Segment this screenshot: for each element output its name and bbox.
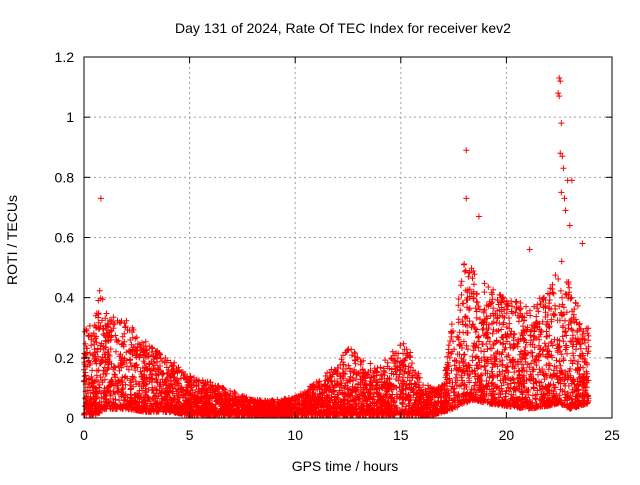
roti-outlier-point xyxy=(561,195,568,202)
x-tick-label: 25 xyxy=(604,427,620,443)
y-axis-title: ROTI / TECUs xyxy=(4,195,20,285)
x-tick-label: 5 xyxy=(186,427,194,443)
ticks: 0 5 10 15 20 25 0 0.2 0.4 0.6 0.8 1 1.2 xyxy=(55,49,620,443)
roti-outlier-point xyxy=(463,147,470,154)
roti-outlier-point xyxy=(475,213,482,220)
roti-outlier-point xyxy=(463,195,470,202)
y-tick-label: 0.4 xyxy=(55,290,75,306)
roti-point-cloud xyxy=(81,258,592,418)
roti-outlier-point xyxy=(556,93,563,100)
y-tick-label: 0.8 xyxy=(55,169,75,185)
roti-outlier-point xyxy=(562,207,569,214)
x-axis-title: GPS time / hours xyxy=(292,458,399,474)
x-tick-label: 20 xyxy=(499,427,515,443)
x-tick-label: 0 xyxy=(80,427,88,443)
roti-outlier-point xyxy=(97,195,104,202)
y-tick-label: 1.2 xyxy=(55,49,75,65)
roti-outlier-point xyxy=(560,165,567,172)
y-tick-label: 0.6 xyxy=(55,230,75,246)
roti-outlier-point xyxy=(566,222,573,229)
roti-outlier-point xyxy=(556,75,563,82)
x-tick-label: 15 xyxy=(393,427,409,443)
x-tick-label: 10 xyxy=(287,427,303,443)
roti-outlier-point xyxy=(557,78,564,85)
roti-outlier-point xyxy=(555,90,562,97)
data-points xyxy=(81,75,592,418)
chart-title: Day 131 of 2024, Rate Of TEC Index for r… xyxy=(175,20,511,36)
roti-outlier-point xyxy=(526,246,533,253)
y-tick-label: 0 xyxy=(66,410,74,426)
roti-outlier-point xyxy=(558,189,565,196)
y-tick-label: 0.2 xyxy=(55,350,75,366)
y-tick-label: 1 xyxy=(66,109,74,125)
roti-outlier-point xyxy=(579,240,586,247)
roti-outlier-point xyxy=(559,153,566,160)
roti-outlier-point xyxy=(558,120,565,127)
roti-outlier-point xyxy=(557,150,564,157)
roti-outlier-point xyxy=(568,177,575,184)
